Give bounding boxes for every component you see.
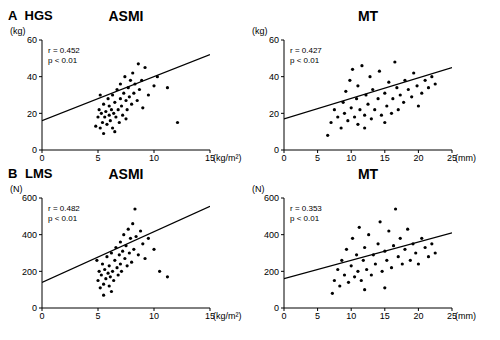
html-text:ASMI: ASMI [108,166,144,182]
html-text:(kg): (kg) [252,26,268,36]
svg-text:20: 20 [269,109,279,119]
html-text:MT: MT [357,166,379,182]
svg-text:400: 400 [22,230,37,240]
svg-text:15: 15 [380,153,390,163]
html-text:p < 0.01: p < 0.01 [290,56,320,65]
html-text:ASMI: ASMI [108,8,144,24]
svg-text:15: 15 [205,311,215,322]
svg-text:0: 0 [39,153,44,163]
svg-text:0: 0 [274,303,279,313]
svg-text:0: 0 [39,311,44,321]
html-text:r = 0.452: r = 0.452 [48,46,80,55]
html-text:p < 0.01: p < 0.01 [48,56,78,65]
svg-text:5: 5 [315,153,320,163]
svg-text:5: 5 [95,311,100,321]
svg-text:400: 400 [264,230,279,240]
html-text:MT: MT [357,8,379,24]
svg-text:20: 20 [413,311,423,321]
html-text:(kg/m²): (kg/m²) [213,153,242,163]
svg-text:60: 60 [27,35,37,45]
svg-text:5: 5 [315,311,320,321]
svg-text:15: 15 [380,311,390,321]
html-text:(kg/m²): (kg/m²) [213,311,242,321]
svg-text:600: 600 [22,193,37,203]
svg-text:0: 0 [281,311,286,321]
svg-text:5: 5 [95,153,100,163]
html-text:(mm): (mm) [455,311,476,321]
html-text:(N): (N) [10,184,23,194]
html-text:r = 0.353: r = 0.353 [290,204,322,213]
html-text:LMS: LMS [25,166,53,181]
svg-text:20: 20 [27,109,37,119]
svg-text:600: 600 [264,193,279,203]
svg-text:10: 10 [149,153,159,163]
html-text:p < 0.01: p < 0.01 [48,214,78,223]
svg-text:0: 0 [32,303,37,313]
svg-text:0: 0 [274,145,279,155]
svg-text:10: 10 [149,311,159,321]
svg-text:40: 40 [269,72,279,82]
html-text:(mm): (mm) [455,153,476,163]
svg-text:200: 200 [22,267,37,277]
html-text:B: B [8,166,18,181]
html-text:(N): (N) [252,184,265,194]
html-text:HGS: HGS [24,8,53,23]
svg-text:0: 0 [281,153,286,163]
svg-text:25: 25 [447,153,457,164]
svg-text:25: 25 [447,311,457,322]
svg-text:15: 15 [205,153,215,164]
html-text:r = 0.427: r = 0.427 [290,46,322,55]
html-text:r = 0.482: r = 0.482 [48,204,80,213]
svg-text:20: 20 [413,153,423,163]
svg-text:10: 10 [346,153,356,163]
html-text:(kg): (kg) [10,26,26,36]
html-text:p < 0.01: p < 0.01 [290,214,320,223]
html-text:A: A [8,8,17,23]
svg-text:40: 40 [27,72,37,82]
svg-text:60: 60 [269,35,279,45]
svg-text:10: 10 [346,311,356,321]
svg-text:200: 200 [264,267,279,277]
svg-text:0: 0 [32,145,37,155]
